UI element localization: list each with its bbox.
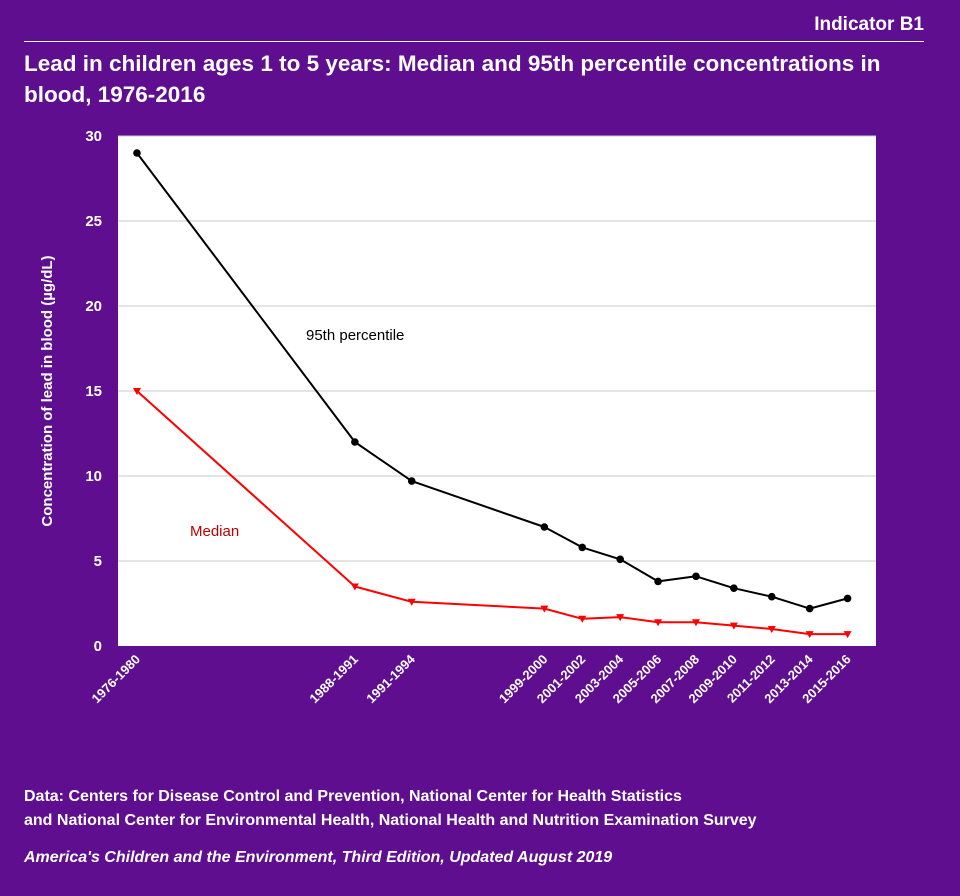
- data-point-95th-percentile: [616, 555, 624, 564]
- data-point-median: [729, 622, 738, 630]
- x-axis-ticks: 1976-1980 1988-1991 1991-1994 1999-20002001…: [89, 651, 854, 706]
- data-point-median: [350, 583, 359, 591]
- data-point-median: [767, 626, 776, 633]
- y-tick-label: 0: [94, 638, 102, 655]
- header-divider: [24, 41, 924, 42]
- chart-title: Lead in children ages 1 to 5 years: Medi…: [24, 51, 881, 107]
- data-point-median: [691, 619, 700, 627]
- data-point-95th-percentile: [654, 577, 662, 586]
- data-point-95th-percentile: [692, 572, 700, 581]
- series-label-95th-percentile: 95th percentile: [306, 327, 404, 344]
- data-point-median: [843, 631, 852, 639]
- data-point-95th-percentile: [767, 592, 776, 601]
- data-point-median: [407, 598, 416, 606]
- y-tick-label: 30: [85, 128, 102, 145]
- data-point-95th-percentile: [805, 604, 814, 613]
- indicator-label: Indicator B1: [814, 14, 924, 35]
- data-point-95th-percentile: [351, 438, 359, 446]
- data-point-median: [540, 605, 549, 613]
- y-tick-label: 10: [85, 468, 102, 485]
- gridlines: [118, 135, 876, 562]
- series-line-95th-percentile: [136, 152, 848, 610]
- y-tick-label: 25: [85, 213, 102, 230]
- x-tick-label: 1976-1980: [89, 652, 144, 707]
- data-point-median: [616, 614, 625, 622]
- data-point-95th-percentile: [730, 584, 738, 592]
- footer-citation: America's Children and the Environment, …: [24, 849, 613, 866]
- y-tick-label: 20: [85, 298, 102, 315]
- data-point-median: [805, 631, 814, 639]
- y-tick-label: 15: [85, 383, 102, 400]
- source-line-1: Data: Centers for Disease Control and Pr…: [24, 788, 682, 805]
- data-point-95th-percentile: [843, 594, 852, 603]
- series-markers: [132, 149, 852, 639]
- data-point-95th-percentile: [407, 477, 416, 485]
- x-tick-label: 1991-1994: [363, 651, 418, 706]
- source-line-2: and National Center for Environmental He…: [24, 812, 757, 829]
- data-source: Data: Centers for Disease Control and Pr…: [24, 785, 924, 833]
- series-label-median: Median: [190, 523, 239, 540]
- data-point-95th-percentile: [578, 543, 587, 552]
- x-tick-label: 1988-1991: [306, 652, 361, 707]
- y-axis-title: Concentration of lead in blood (µg/dL): [39, 255, 56, 526]
- data-point-median: [578, 615, 587, 623]
- data-point-median: [132, 388, 141, 395]
- data-point-95th-percentile: [540, 523, 549, 531]
- series-lines: [136, 152, 848, 636]
- data-point-median: [654, 619, 663, 627]
- y-axis-ticks: 0 5 10 15 20 25 30: [85, 128, 102, 655]
- line-chart: 0 5 10 15 20 25 30 Concentration of lead in bl…: [39, 128, 876, 706]
- y-tick-label: 5: [94, 553, 102, 570]
- series-line-median: [136, 390, 848, 636]
- data-point-95th-percentile: [133, 149, 141, 157]
